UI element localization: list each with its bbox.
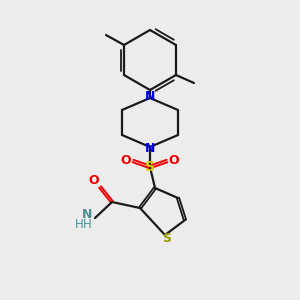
Text: O: O (89, 175, 99, 188)
Text: N: N (145, 142, 155, 154)
Text: O: O (121, 154, 131, 166)
Text: H: H (75, 218, 83, 230)
Text: S: S (145, 160, 155, 174)
Text: O: O (169, 154, 179, 166)
Text: N: N (145, 91, 155, 103)
Text: S: S (163, 232, 172, 245)
Text: N: N (82, 208, 92, 221)
Text: H: H (82, 218, 91, 230)
